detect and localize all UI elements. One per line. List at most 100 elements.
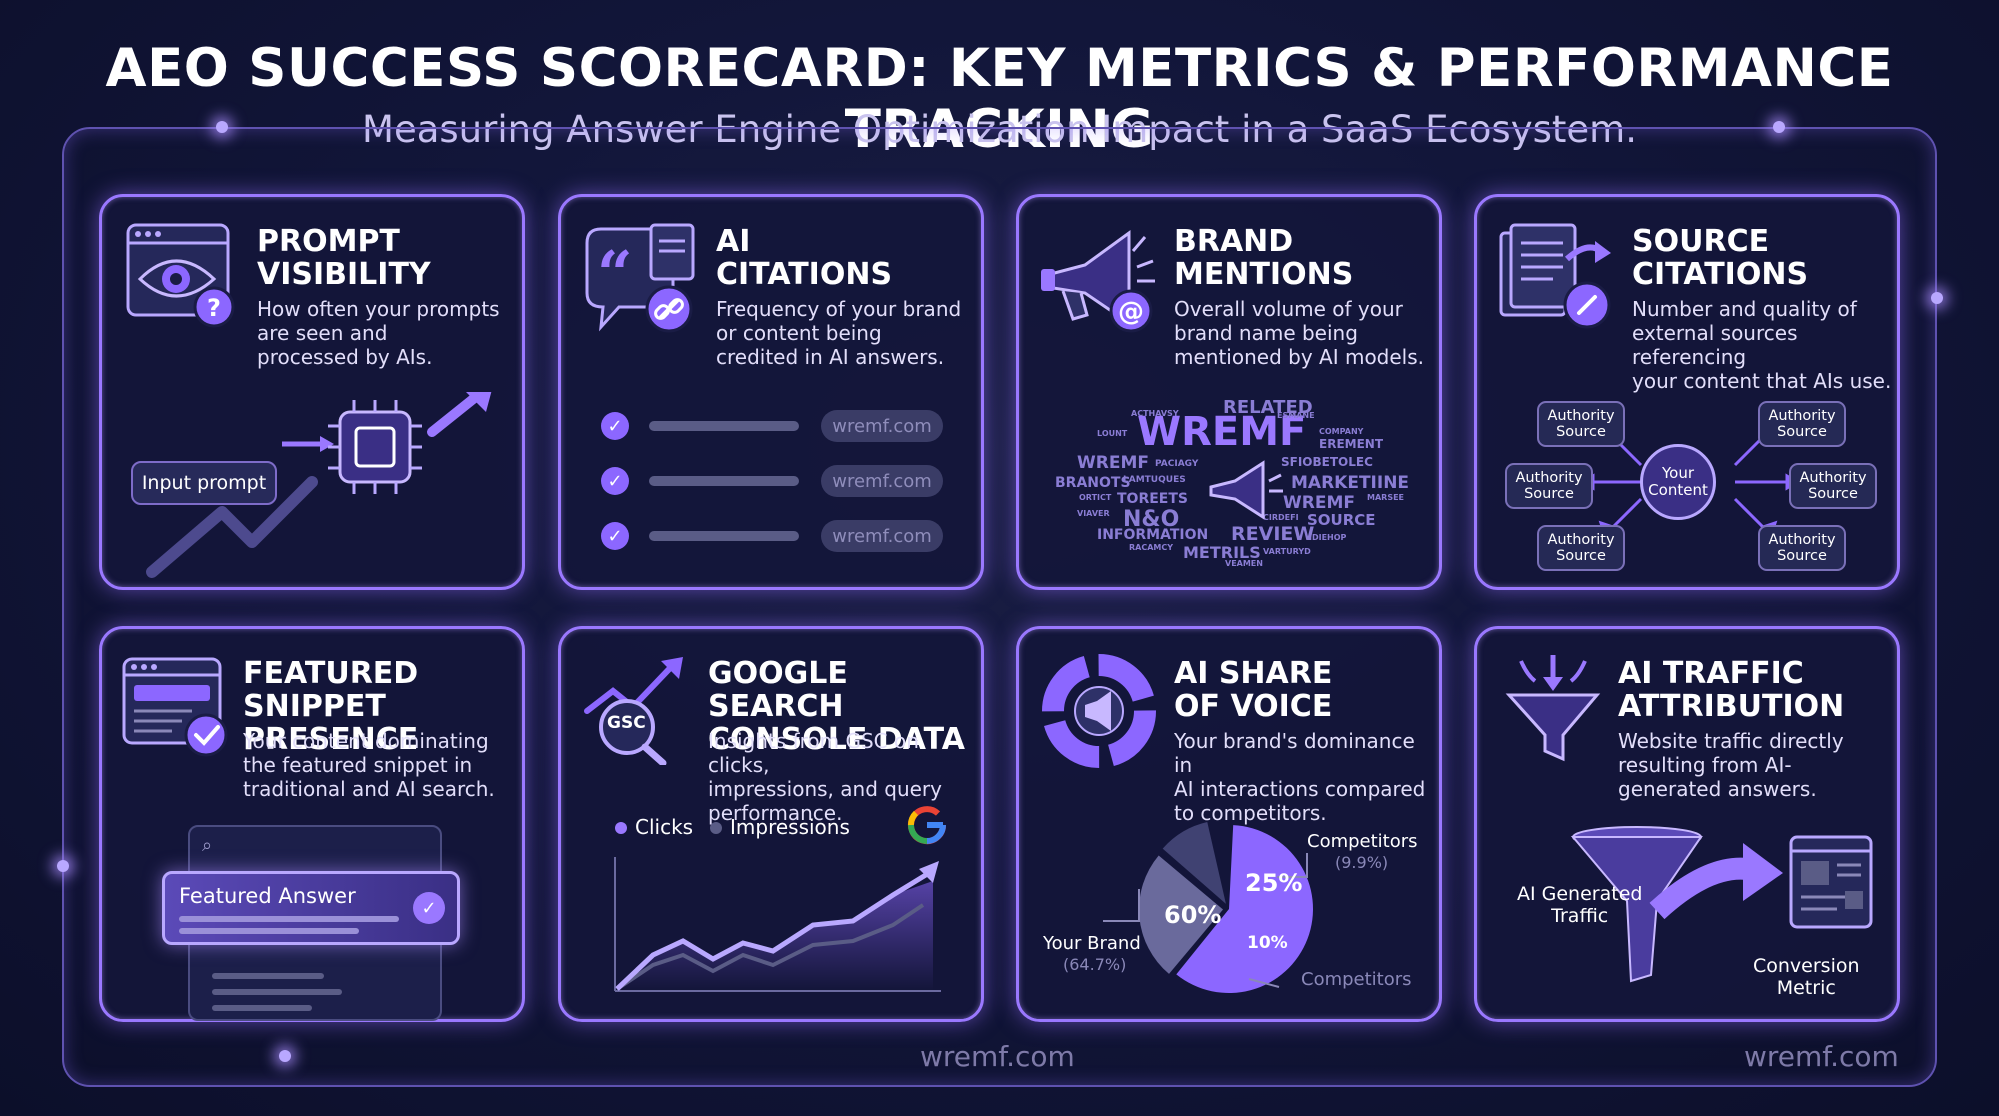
card-description: Number and quality of external sources r… — [1632, 297, 1892, 393]
word-cloud-item: IDIEHOP — [1309, 533, 1347, 542]
word-cloud-item: TOREETS — [1117, 491, 1188, 507]
pie-label-60: 60% — [1164, 901, 1222, 929]
your-brand-sub: (64.7%) — [1063, 955, 1127, 974]
card-description: Your brand's dominance in AI interaction… — [1174, 729, 1426, 825]
word-cloud-item: MARSEE — [1367, 493, 1405, 502]
legend-clicks: Clicks — [635, 815, 694, 839]
featured-answer-box: Featured Answer ✓ — [162, 871, 460, 945]
glow-dot — [1931, 292, 1943, 304]
word-cloud-item: LOUNT — [1097, 429, 1128, 438]
pie-slice-competitor-a — [1139, 855, 1224, 974]
card-source-citations: SOURCE CITATIONS Number and quality of e… — [1474, 194, 1900, 590]
svg-text:@: @ — [1118, 297, 1144, 327]
pie-label-10: 10% — [1247, 933, 1288, 953]
result-line — [212, 973, 324, 979]
card-description: Overall volume of your brand name being … — [1174, 297, 1425, 369]
legend-dot-clicks — [615, 822, 627, 834]
card-title: FEATURED SNIPPET PRESENCE — [243, 656, 419, 757]
authority-source-node: Authority Source — [1758, 525, 1846, 571]
growth-chip-illustration — [146, 392, 492, 578]
featured-answer-label: Featured Answer — [179, 884, 356, 908]
page-title: AEO SUCCESS SCORECARD: KEY METRICS & PER… — [105, 38, 1894, 160]
word-cloud-item: EREMENT — [1319, 437, 1384, 451]
input-prompt-pill: Input prompt — [131, 461, 277, 505]
your-brand-label: Your Brand — [1043, 933, 1141, 954]
ai-generated-traffic-label: AI Generated Traffic — [1517, 883, 1643, 927]
funnel-icon — [1505, 655, 1601, 762]
card-description: How often your prompts are seen and proc… — [257, 297, 500, 369]
word-cloud-item: N&O — [1123, 507, 1180, 532]
pie-label-25: 25% — [1245, 869, 1303, 897]
card-title: AI CITATIONS — [716, 224, 893, 292]
glow-dot — [57, 860, 69, 872]
word-cloud-item: ORTICT — [1079, 493, 1112, 502]
search-icon: ⌕ — [202, 835, 213, 856]
answer-line — [179, 916, 399, 922]
magnifier-chart-icon — [584, 657, 683, 765]
eye-monitor-icon: ? — [126, 223, 235, 328]
donut-megaphone-icon — [1042, 654, 1156, 768]
glow-dot — [279, 1050, 291, 1062]
card-title: PROMPT VISIBILITY — [257, 224, 431, 292]
outer-frame — [62, 127, 1937, 1087]
page-subtitle: Measuring Answer Engine Optimization Imp… — [362, 108, 1637, 151]
citation-url: wremf.com — [821, 520, 943, 552]
svg-text:“: “ — [597, 237, 633, 310]
authority-source-node: Authority Source — [1758, 401, 1846, 447]
check-icon: ✓ — [601, 467, 629, 495]
word-cloud-item: CIRDEFI — [1263, 513, 1299, 522]
word-cloud-item: WREMF — [1077, 453, 1149, 473]
card-share-of-voice: AI SHARE OF VOICE Your brand's dominance… — [1016, 626, 1442, 1022]
word-cloud-item: WREMF — [1137, 409, 1307, 455]
competitors-top-sub: (9.9%) — [1335, 853, 1389, 872]
megaphone-icon — [1209, 460, 1283, 520]
card-brand-mentions: @ BRAND MENTIONS Overall volume of your … — [1016, 194, 1442, 590]
card-title: GOOGLE SEARCH CONSOLE DATA — [708, 656, 965, 757]
megaphone-icon: @ — [1041, 230, 1155, 333]
glow-dot — [216, 121, 228, 133]
competitors-top-label: Competitors — [1307, 831, 1418, 852]
citation-bar — [649, 421, 799, 431]
word-cloud-item: RELATED — [1223, 397, 1313, 418]
authority-source-node: Authority Source — [1537, 401, 1625, 447]
authority-source-node: Authority Source — [1537, 525, 1625, 571]
word-cloud-item: VARTURYD — [1263, 547, 1311, 556]
your-content-node: Your Content — [1640, 444, 1716, 520]
citation-bar — [649, 476, 799, 486]
card-title: AI SHARE OF VOICE — [1174, 656, 1333, 724]
card-traffic-attribution: AI TRAFFIC ATTRIBUTION Website traffic d… — [1474, 626, 1900, 1022]
glow-dot — [1773, 121, 1785, 133]
authority-source-node: Authority Source — [1789, 463, 1877, 509]
word-cloud-item: SFIOBETOLEC — [1281, 455, 1373, 469]
card-title: AI TRAFFIC ATTRIBUTION — [1618, 656, 1845, 724]
result-line — [212, 989, 342, 995]
authority-source-node: Authority Source — [1505, 463, 1593, 509]
documents-link-icon — [1499, 223, 1611, 329]
footer-url-left[interactable]: wremf.com — [920, 1040, 1075, 1073]
check-icon: ✓ — [413, 892, 445, 924]
word-cloud-item: MARKETIINE — [1291, 473, 1410, 493]
check-icon: ✓ — [601, 412, 629, 440]
word-cloud-item: SOURCE — [1307, 511, 1376, 529]
competitors-bottom-label: Competitors — [1301, 969, 1412, 990]
gsc-badge: GSC — [607, 713, 646, 733]
card-ai-citations: “ AI CITATIONS Frequency of your brand o… — [558, 194, 984, 590]
quote-link-icon: “ — [585, 223, 695, 333]
word-cloud-item: COMPANY — [1319, 427, 1364, 436]
word-cloud-item: BRANOTS — [1055, 475, 1131, 491]
word-cloud-item: ACTHAVSY — [1131, 409, 1179, 418]
card-gsc: GSC GOOGLE SEARCH CONSOLE DATA Insights … — [558, 626, 984, 1022]
word-cloud-item: RACAMCY — [1129, 543, 1174, 552]
footer-url-right[interactable]: wremf.com — [1744, 1040, 1899, 1073]
card-title: SOURCE CITATIONS — [1632, 224, 1809, 292]
answer-line — [179, 928, 359, 934]
citation-url: wremf.com — [821, 410, 943, 442]
google-logo-icon — [908, 806, 947, 845]
traffic-funnel-illustration — [1570, 826, 1873, 983]
citation-bar — [649, 531, 799, 541]
card-featured-snippet: FEATURED SNIPPET PRESENCE Your content d… — [99, 626, 525, 1022]
card-prompt-visibility: ? PROMPT VISIBILITY How often your promp… — [99, 194, 525, 590]
svg-text:?: ? — [207, 294, 221, 322]
legend-dot-impressions — [710, 822, 722, 834]
citation-url: wremf.com — [821, 465, 943, 497]
